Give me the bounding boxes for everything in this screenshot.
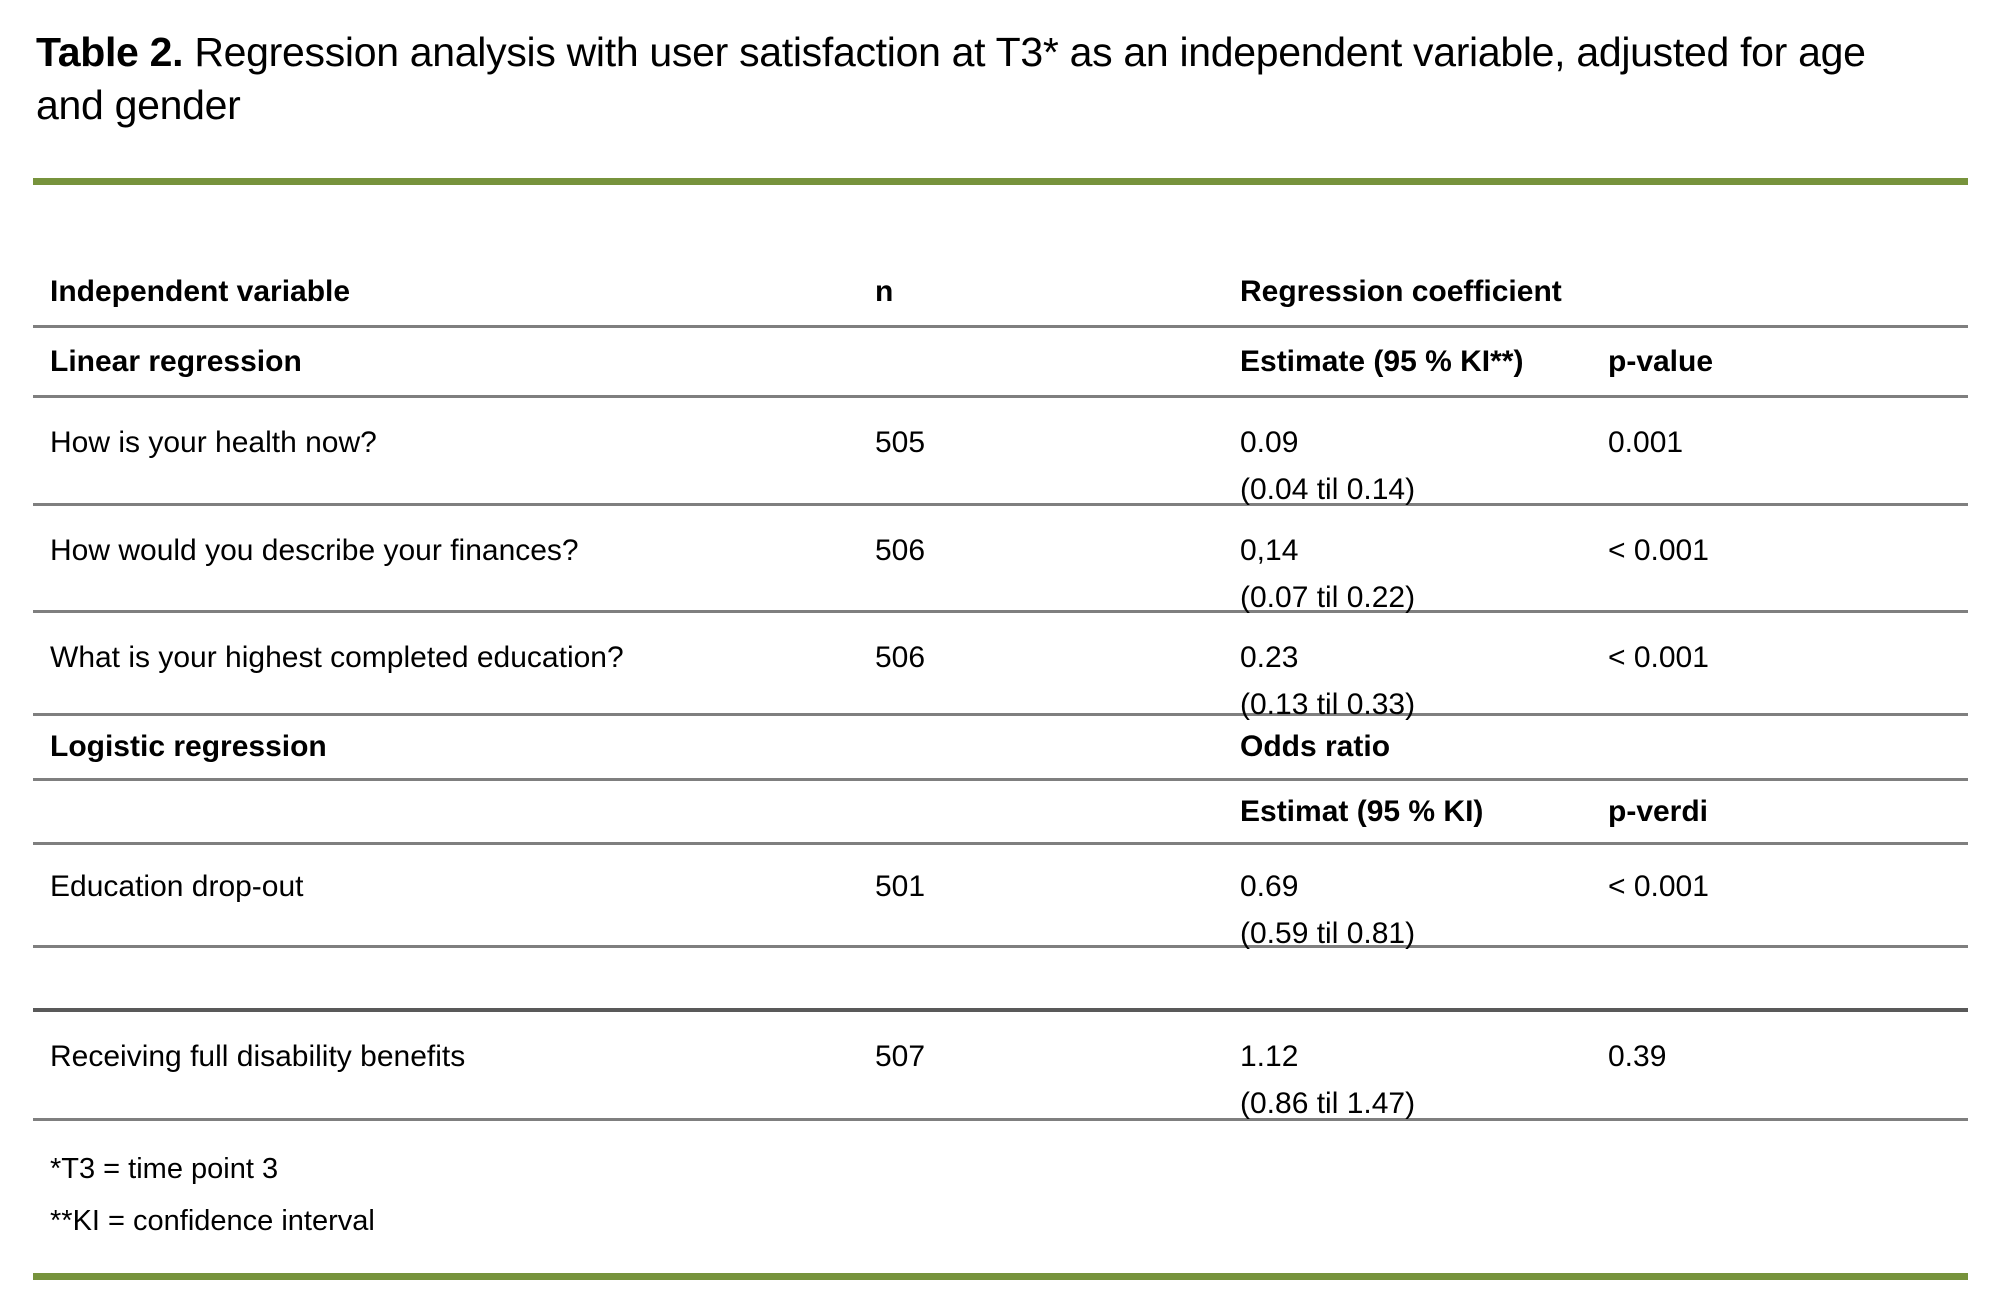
regression-table: Independent variable n Regression coeffi… — [33, 185, 1968, 1121]
header-odds-ratio: Odds ratio — [1240, 730, 1391, 763]
estimate-ci: (0.13 til 0.33) — [1240, 688, 1416, 721]
header-n: n — [875, 275, 894, 308]
estimate-ci: (0.59 til 0.81) — [1240, 917, 1416, 950]
footnote-t3: *T3 = time point 3 — [50, 1153, 279, 1185]
section-logistic-regression: Logistic regression — [50, 730, 327, 763]
estimate-ci: (0.07 til 0.22) — [1240, 581, 1416, 614]
table-row: Receiving full disability benefits 507 1… — [33, 1008, 1968, 1120]
estimate-value: 0.09 — [1240, 426, 1299, 459]
estimate-ci: (0.04 til 0.14) — [1240, 473, 1416, 506]
cell-p-value: < 0.001 — [1608, 534, 1709, 567]
table-title-text: Regression analysis with user satisfacti… — [36, 29, 1866, 128]
cell-estimate: 0,14 (0.07 til 0.22) — [1240, 527, 1608, 621]
cell-n: 501 — [875, 870, 926, 903]
header-p-value: p-value — [1608, 344, 1714, 378]
cell-variable: How would you describe your finances? — [50, 534, 579, 567]
footnote-ki: **KI = confidence interval — [50, 1205, 375, 1237]
top-accent-rule — [33, 178, 1968, 185]
table-row: How would you describe your finances? 50… — [33, 503, 1968, 614]
cell-n: 506 — [875, 641, 926, 674]
cell-estimate: 1.12 (0.86 til 1.47) — [1240, 1033, 1608, 1127]
cell-p-value: < 0.001 — [1608, 870, 1709, 903]
logistic-regression-section-row: Logistic regression Odds ratio — [33, 713, 1968, 778]
bottom-accent-rule — [33, 1273, 1968, 1280]
cell-n: 505 — [875, 426, 926, 459]
table-header-row: Independent variable n Regression coeffi… — [33, 185, 1968, 325]
header-estimate-ki: Estimate (95 % KI**) — [1240, 344, 1524, 378]
cell-variable: Education drop-out — [50, 870, 304, 903]
linear-regression-section-row: Linear regression Estimate (95 % KI**) p… — [33, 325, 1968, 395]
cell-variable: Receiving full disability benefits — [50, 1040, 466, 1073]
cell-variable: What is your highest completed education… — [50, 641, 624, 674]
header-p-verdi: p-verdi — [1608, 794, 1709, 828]
cell-n: 506 — [875, 534, 926, 567]
table-title-label: Table 2. — [36, 29, 184, 75]
cell-variable: How is your health now? — [50, 426, 377, 459]
table-row: What is your highest completed education… — [33, 610, 1968, 721]
spacer-row — [33, 945, 1968, 1008]
cell-estimate: 0.23 (0.13 til 0.33) — [1240, 634, 1608, 728]
logistic-subheader-row: Estimat (95 % KI) p-verdi — [33, 778, 1968, 842]
cell-estimate: 0.09 (0.04 til 0.14) — [1240, 419, 1608, 513]
section-linear-regression: Linear regression — [50, 344, 302, 378]
estimate-value: 0.23 — [1240, 641, 1299, 674]
cell-p-value: 0.001 — [1608, 426, 1684, 459]
table-title: Table 2. Regression analysis with user s… — [36, 26, 1886, 132]
estimate-value: 0.69 — [1240, 870, 1299, 903]
cell-p-value: < 0.001 — [1608, 641, 1709, 674]
header-regression-coefficient: Regression coefficient — [1240, 275, 1562, 308]
table-footnotes: *T3 = time point 3 **KI = confidence int… — [50, 1143, 1940, 1247]
estimate-value: 0,14 — [1240, 534, 1299, 567]
cell-n: 507 — [875, 1040, 926, 1073]
cell-estimate: 0.69 (0.59 til 0.81) — [1240, 863, 1608, 957]
estimate-ci: (0.86 til 1.47) — [1240, 1087, 1416, 1120]
header-estimat-ki: Estimat (95 % KI) — [1240, 794, 1484, 828]
table-row: Education drop-out 501 0.69 (0.59 til 0.… — [33, 842, 1968, 950]
estimate-value: 1.12 — [1240, 1040, 1299, 1073]
cell-p-value: 0.39 — [1608, 1040, 1667, 1073]
table-row: How is your health now? 505 0.09 (0.04 t… — [33, 395, 1968, 506]
header-independent-variable: Independent variable — [50, 275, 351, 308]
